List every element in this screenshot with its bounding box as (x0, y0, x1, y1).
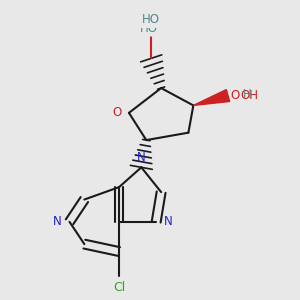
Text: N: N (164, 215, 172, 228)
Text: HO: HO (142, 13, 160, 26)
Text: HO: HO (140, 22, 158, 35)
Text: H: H (243, 88, 252, 101)
Text: O: O (230, 89, 240, 102)
Text: Cl: Cl (113, 281, 125, 294)
Text: N: N (53, 215, 62, 228)
Text: O: O (112, 106, 122, 119)
Text: N: N (137, 151, 146, 164)
Polygon shape (193, 90, 230, 105)
Text: OH: OH (240, 89, 258, 102)
Text: HO: HO (142, 22, 160, 35)
